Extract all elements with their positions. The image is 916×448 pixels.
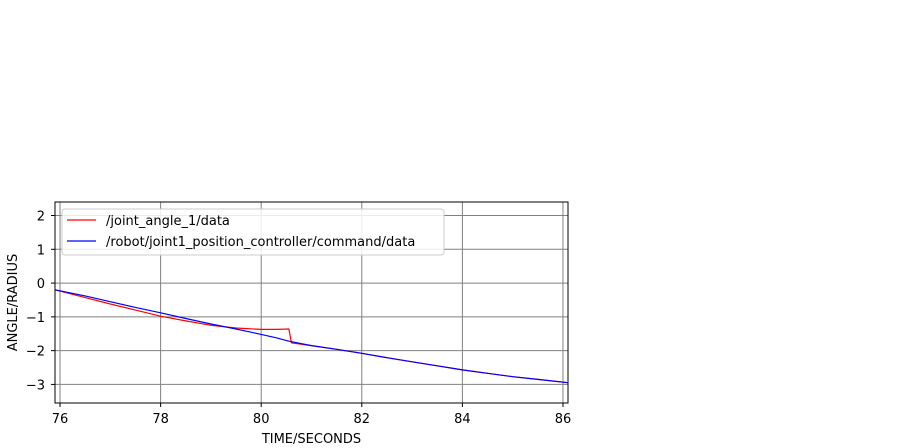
y-tick-label: 0 — [37, 277, 45, 292]
x-axis-label: TIME/SECONDS — [261, 432, 361, 447]
legend-entry-2: /robot/joint1_position_controller/comman… — [106, 235, 415, 250]
y-tick-label: 2 — [37, 210, 45, 225]
series-line-1 — [54, 289, 569, 384]
x-tick-label: 78 — [152, 412, 169, 427]
series-lines — [54, 289, 569, 384]
x-tick-label: 84 — [454, 412, 471, 427]
x-tick-label: 76 — [52, 412, 69, 427]
y-tick-label: 1 — [37, 243, 45, 258]
series-line-2 — [54, 289, 569, 384]
y-axis-label: ANGLE/RADIUS — [6, 254, 21, 352]
x-tick-label: 86 — [555, 412, 572, 427]
x-tick-label: 82 — [354, 412, 371, 427]
plot-area-frame — [54, 201, 569, 404]
axis-ticks: 76 78 80 82 84 86 2 1 0 −1 −2 −3 — [26, 210, 571, 427]
x-tick-label: 80 — [253, 412, 270, 427]
y-tick-label: −1 — [26, 311, 45, 326]
legend-box — [61, 208, 445, 256]
legend: /joint_angle_1/data/robot/joint1_positio… — [61, 208, 445, 256]
y-tick-label: −3 — [26, 378, 45, 393]
y-tick-label: −2 — [26, 345, 45, 360]
legend-entry-1: /joint_angle_1/data — [106, 214, 230, 229]
